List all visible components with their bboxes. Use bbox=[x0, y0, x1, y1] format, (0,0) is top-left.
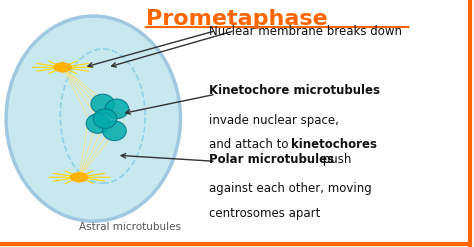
Text: centrosomes apart: centrosomes apart bbox=[209, 206, 320, 220]
Text: Nuclear membrane breaks down: Nuclear membrane breaks down bbox=[209, 25, 402, 38]
Ellipse shape bbox=[86, 114, 110, 133]
Circle shape bbox=[54, 63, 71, 72]
Text: Kinetochore microtubules: Kinetochore microtubules bbox=[209, 84, 380, 97]
Text: Astral microtubules: Astral microtubules bbox=[79, 222, 181, 232]
Ellipse shape bbox=[93, 109, 117, 128]
Text: invade nuclear space,: invade nuclear space, bbox=[209, 114, 338, 127]
Text: Polar microtubules: Polar microtubules bbox=[209, 153, 334, 166]
Text: and attach to: and attach to bbox=[209, 138, 292, 151]
Text: push: push bbox=[319, 153, 352, 166]
Ellipse shape bbox=[6, 16, 181, 221]
Text: against each other, moving: against each other, moving bbox=[209, 182, 372, 195]
Ellipse shape bbox=[91, 94, 115, 114]
Ellipse shape bbox=[105, 99, 128, 119]
Circle shape bbox=[71, 173, 88, 182]
Text: Prometaphase: Prometaphase bbox=[146, 9, 328, 29]
Ellipse shape bbox=[103, 121, 126, 141]
Text: kinetochores: kinetochores bbox=[291, 138, 377, 151]
